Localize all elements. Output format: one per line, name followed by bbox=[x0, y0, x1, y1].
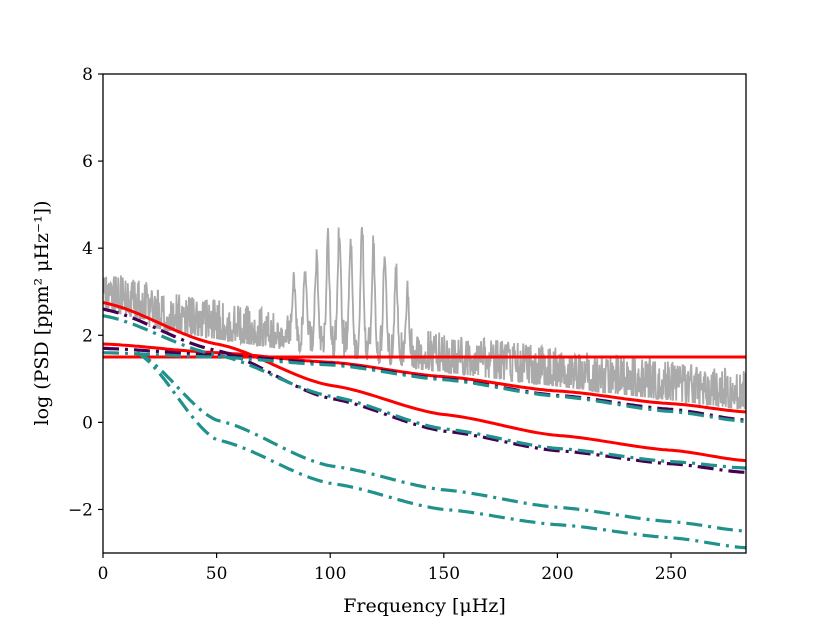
x-tick-label: 0 bbox=[98, 564, 109, 584]
y-tick-label: 0 bbox=[82, 413, 93, 433]
series-line-7 bbox=[103, 351, 746, 424]
series-line-2 bbox=[103, 301, 746, 463]
x-axis-ticks: 0 50 100 150 200 250 bbox=[98, 553, 687, 584]
x-tick-label: 100 bbox=[314, 564, 346, 584]
model-series bbox=[103, 301, 746, 550]
y-tick-label: 6 bbox=[82, 152, 93, 172]
psd-trace-line bbox=[103, 226, 746, 410]
x-tick-label: 50 bbox=[206, 564, 228, 584]
series-line-8 bbox=[136, 351, 746, 533]
x-tick-label: 150 bbox=[428, 564, 460, 584]
y-tick-label: 4 bbox=[82, 239, 93, 259]
y-axis-title: log (PSD [ppm² μHz⁻¹]) bbox=[31, 200, 53, 425]
psd-background-trace bbox=[103, 226, 746, 410]
x-tick-label: 250 bbox=[655, 564, 687, 584]
plot-frame bbox=[102, 73, 747, 554]
x-tick-label: 200 bbox=[541, 564, 573, 584]
y-tick-label: −2 bbox=[68, 500, 93, 520]
series-line-1 bbox=[103, 342, 746, 414]
series-line-9 bbox=[136, 351, 746, 550]
x-axis-title: Frequency [μHz] bbox=[343, 595, 506, 617]
y-tick-label: 8 bbox=[82, 65, 93, 85]
y-tick-label: 2 bbox=[82, 326, 93, 346]
series-line-4 bbox=[103, 307, 746, 474]
y-axis-ticks: −2 0 2 4 6 8 bbox=[68, 65, 103, 520]
